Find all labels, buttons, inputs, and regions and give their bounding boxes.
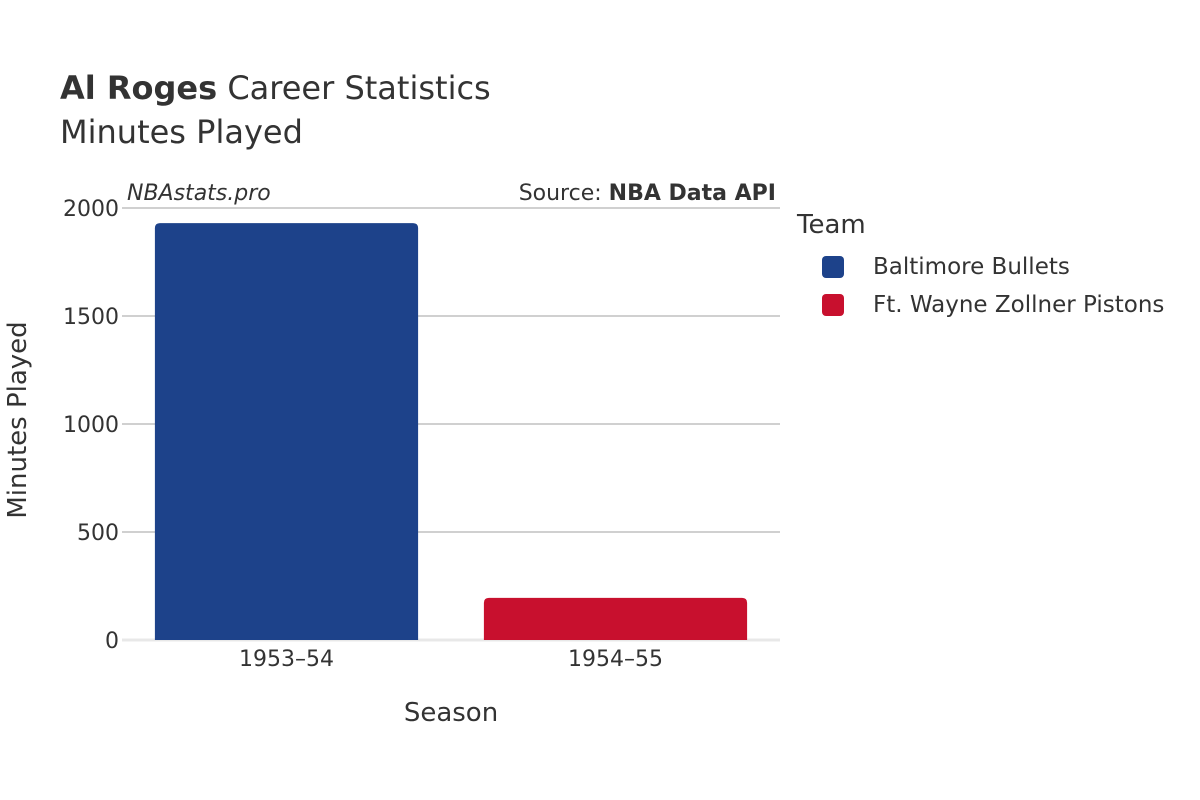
legend-label: Baltimore Bullets [873, 254, 1070, 280]
legend-label: Ft. Wayne Zollner Pistons [873, 292, 1165, 318]
legend-title: Team [797, 210, 866, 240]
source-name: NBA Data API [609, 181, 776, 206]
watermark-text: NBAstats.pro [127, 181, 271, 206]
legend-swatch-ft-wayne-zollner-pistons [822, 294, 844, 316]
y-tick-labels: 0 500 1000 1500 2000 [63, 197, 119, 654]
y-tick-label: 1000 [63, 413, 119, 438]
y-axis-label: Minutes Played [3, 321, 33, 518]
legend-swatch-baltimore-bullets [822, 256, 844, 278]
y-tick-label: 1500 [63, 305, 119, 330]
source-prefix: Source: [519, 181, 609, 206]
bar-ft-wayne-zollner-pistons-1954–55[interactable] [483, 597, 748, 640]
chart-subtitle: Minutes Played [60, 113, 303, 151]
x-axis-label: Season [404, 698, 498, 728]
x-tick-labels: 1953–54 1954–55 [239, 647, 663, 672]
bar-baltimore-bullets-1953–54[interactable] [154, 223, 419, 640]
y-tick-label: 500 [77, 521, 119, 546]
source-text: Source: NBA Data API [519, 181, 776, 206]
chart-title-player: Al Roges [60, 69, 218, 107]
bars [154, 223, 748, 640]
x-tick-label: 1954–55 [568, 647, 663, 672]
x-tick-label: 1953–54 [239, 647, 334, 672]
chart-title: Al Roges Career Statistics [60, 68, 491, 108]
legend-item-baltimore-bullets[interactable]: Baltimore Bullets [822, 254, 1070, 280]
legend-item-ft-wayne-zollner-pistons[interactable]: Ft. Wayne Zollner Pistons [822, 292, 1164, 318]
y-tick-label: 0 [105, 629, 119, 654]
chart-title-rest: Career Statistics [217, 69, 491, 107]
y-tick-label: 2000 [63, 197, 119, 222]
